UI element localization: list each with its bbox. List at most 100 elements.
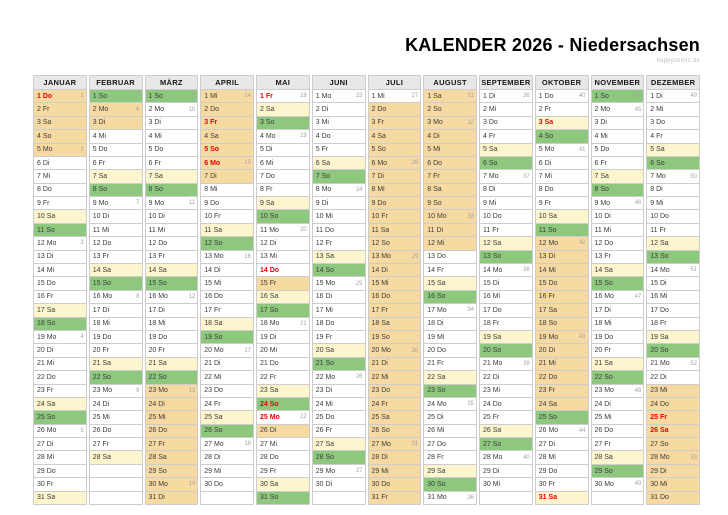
day-label: 10 Di — [148, 213, 165, 221]
day-label: 15 Di — [483, 280, 500, 288]
day-label: 8 So — [148, 186, 163, 194]
day-cell: 13 Di — [34, 250, 86, 264]
week-number: 35 — [467, 401, 474, 408]
day-cell: 25 Sa — [368, 411, 421, 424]
day-cell: 23 So — [424, 384, 476, 397]
day-cell: 20 Sa — [312, 344, 365, 357]
day-cell: 7 Do — [257, 170, 309, 183]
day-label: 4 Sa — [204, 132, 219, 140]
day-label: 23 So — [427, 387, 446, 395]
day-cell: 30 Fr — [34, 478, 86, 491]
day-cell: 24 Fr — [368, 397, 421, 411]
day-cell: 1 Do 40 — [535, 90, 588, 103]
day-cell: 12 Mo 3 — [34, 237, 86, 250]
day-label: 14 Sa — [594, 266, 613, 274]
day-label: 15 Fr — [260, 280, 277, 288]
empty-cell — [591, 491, 644, 504]
day-cell: 11 Mi — [89, 223, 142, 237]
day-cell: 28 Mo 40 — [480, 451, 532, 464]
day-cell: 5 Fr — [312, 143, 365, 156]
month-header: OKTOBER — [535, 76, 588, 89]
day-label: 7 Sa — [594, 173, 609, 180]
day-cell: 26 Fr — [312, 424, 365, 438]
day-label: 24 Di — [594, 400, 611, 408]
day-cell: 29 Do — [34, 464, 86, 478]
day-cell: 20 Mo 30 — [368, 344, 421, 357]
day-label: 21 Di — [371, 360, 388, 368]
week-number: 9 — [191, 93, 196, 100]
week-number: 8 — [136, 293, 140, 300]
month-header: MÄRZ — [145, 76, 198, 89]
day-cell: 18 Mo 21 — [257, 317, 309, 330]
day-cell: 21 Mi — [34, 357, 86, 371]
day-cell: 3 Di — [89, 116, 142, 130]
day-label: 2 Sa — [260, 106, 275, 114]
day-label: 16 Mi — [483, 293, 501, 301]
day-cell: 22 Do — [535, 371, 588, 384]
day-cell: 13 Fr — [145, 250, 198, 264]
day-label: 3 So — [260, 119, 275, 127]
day-label: 25 So — [538, 413, 558, 421]
day-label: 15 Do — [37, 280, 56, 288]
day-cell: 9 Fr — [34, 197, 86, 210]
day-cell: 10 Di — [591, 210, 644, 223]
day-cell: 24 Mo 35 — [424, 397, 476, 411]
day-cell: 12 Fr — [312, 237, 365, 250]
day-cell: 10 Mi — [312, 210, 365, 223]
day-label: 2 Mo — [594, 106, 611, 114]
day-cell: 16 Mo 47 — [591, 290, 644, 304]
day-label: 4 Mi — [92, 132, 106, 140]
day-label: 8 Sa — [427, 186, 442, 194]
day-label: 12 Mi — [427, 239, 445, 247]
day-cell: 21 Do — [257, 357, 309, 371]
day-label: 13 Mo — [204, 253, 224, 261]
day-label: 19 So — [371, 333, 390, 341]
day-cell: 2 Mi — [480, 103, 532, 116]
day-label: 17 Di — [148, 306, 165, 314]
day-cell: 25 Sa — [201, 411, 253, 424]
day-label: 13 Do — [427, 253, 446, 261]
day-label: 5 Di — [260, 146, 273, 154]
week-number: 1 — [80, 93, 84, 100]
day-cell: 3 Di — [591, 116, 644, 130]
day-label: 6 Fr — [594, 159, 607, 167]
day-cell: 14 Sa — [591, 264, 644, 277]
day-cell: 17 Do — [480, 304, 532, 317]
day-label: 17 Do — [483, 306, 502, 314]
day-cell: 21 Di — [201, 357, 253, 371]
day-label: 8 Di — [650, 186, 663, 194]
day-label: 11 Sa — [204, 226, 223, 234]
day-cell: 2 Sa — [257, 103, 309, 116]
day-label: 27 So — [483, 440, 502, 448]
day-label: 12 Di — [260, 239, 277, 247]
day-label: 12 Do — [92, 239, 112, 247]
day-label: 26 Do — [92, 427, 112, 435]
day-cell: 21 Di — [368, 357, 421, 371]
month-column-mai: MAI 1 Fr 18 2 Sa 3 So 4 Mo 19 5 Di 6 Mi 7 Do 8 Fr 9… — [256, 75, 310, 505]
day-cell: 16 Di — [312, 290, 365, 304]
day-label: 18 So — [538, 320, 558, 328]
day-label: 12 So — [204, 239, 223, 247]
day-label: 22 Fr — [260, 373, 277, 381]
day-cell: 25 Do — [312, 411, 365, 424]
day-label: 3 Mo — [427, 119, 443, 127]
day-label: 11 Di — [427, 226, 444, 234]
day-cell: 1 Mi 14 — [201, 90, 253, 103]
day-label: 22 Do — [538, 373, 558, 381]
week-number: 28 — [411, 160, 419, 167]
day-label: 19 Fr — [315, 333, 333, 341]
day-cell: 9 Sa — [257, 197, 309, 210]
day-cell: 26 Sa — [647, 424, 699, 438]
day-label: 16 Fr — [37, 293, 54, 301]
day-label: 6 Fr — [92, 159, 106, 167]
day-cell: 20 Do — [424, 344, 476, 357]
day-cell: 17 So — [257, 304, 309, 317]
day-cell: 17 Fr — [368, 304, 421, 317]
day-cell: 1 Fr 18 — [257, 90, 309, 103]
week-number: 5 — [80, 427, 84, 434]
day-label: 22 So — [92, 373, 112, 381]
day-cell: 18 So — [535, 317, 588, 330]
day-cell: 6 Di — [535, 156, 588, 170]
day-cell: 6 Fr — [89, 156, 142, 170]
day-label: 25 So — [37, 413, 56, 421]
